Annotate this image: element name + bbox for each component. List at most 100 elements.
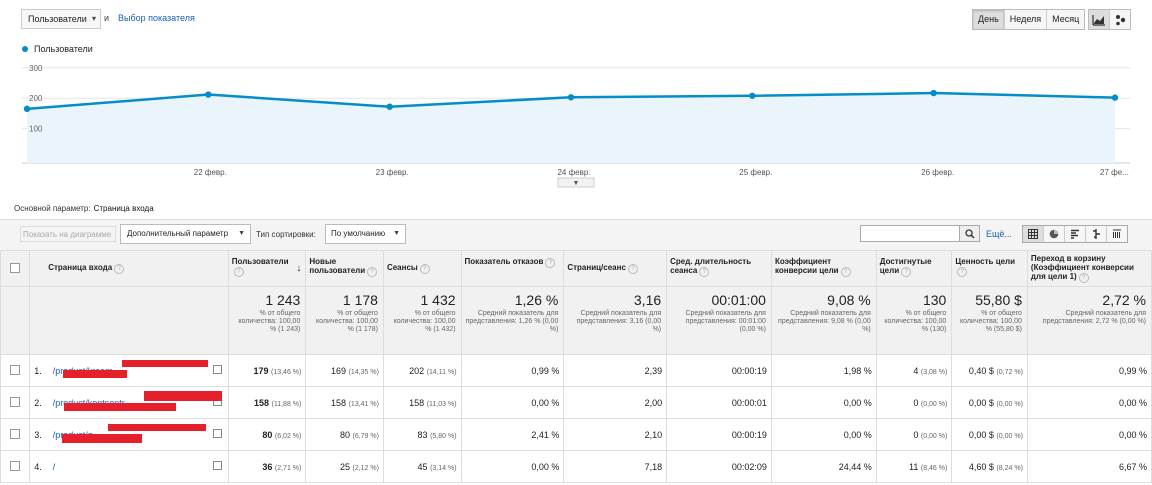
report-table: Страница входа? Пользователи ↓? Новые пол… [0,250,1152,483]
metric-select[interactable]: Пользователи ▾ [21,9,101,29]
new-users-cell: 158 (13,41 %) [305,386,384,419]
help-icon[interactable]: ? [699,267,710,277]
table-row[interactable]: 1. /product/kream 179 (13,46 %) 169 (14,… [0,354,1152,387]
x-tick-label: 25 февр. [739,168,772,177]
col-header-goal-value[interactable]: Ценность цели? [951,250,1028,287]
conversion-rate-value: 0,00 % [843,397,872,408]
help-icon[interactable]: ? [840,267,851,277]
plot-rows-button[interactable]: Показать на диаграмме [20,226,116,242]
data-point[interactable] [205,91,212,98]
data-point[interactable] [386,103,393,110]
select-all-checkbox[interactable] [10,262,21,273]
row-select-cell[interactable] [0,354,31,387]
col-header-goal-completions[interactable]: Достигнутые цели? [875,250,953,287]
goal-value-pct: (0,00 %) [996,400,1023,408]
select-all-cell[interactable] [0,250,31,287]
row-checkbox[interactable] [10,428,21,439]
table-row[interactable]: 4. / 36 (2,71 %) 25 (2,12 %) 45 (3,14 %)… [0,450,1152,483]
goals-pct: (3,08 %) [920,368,948,376]
help-icon[interactable]: ? [419,264,430,274]
secondary-dimension-select[interactable]: Дополнительный параметр ▼ [120,224,251,244]
table-row[interactable]: 2. /product/kontsentr 158 (11,88 %) 158 … [0,386,1152,419]
comparison-view-icon[interactable] [1086,226,1107,242]
chart-collapse-handle[interactable] [557,177,595,188]
motion-chart-icon[interactable] [1110,10,1130,29]
performance-view-icon[interactable] [1065,226,1086,242]
primary-dimension-value[interactable]: Страница входа [93,204,154,213]
landing-page-cell: 4. / [29,450,229,483]
table-search-input[interactable] [860,225,960,242]
landing-page-link[interactable]: / [52,461,56,472]
x-tick-labels: 22 февр. 23 февр. 24 февр. 25 февр. 26 февр.… [194,168,1129,177]
total-subtext: % от общего количества: 100,00 % (55,80 … [959,310,1022,333]
help-icon[interactable]: ? [627,264,638,274]
help-icon[interactable]: ? [545,258,556,268]
search-button[interactable] [960,225,980,242]
sort-type-select[interactable]: По умолчанию ▼ [325,224,406,244]
new-users-pct: (14,35 %) [348,368,379,376]
data-point[interactable] [749,92,756,99]
row-checkbox[interactable] [10,460,21,471]
data-view-icon[interactable] [1023,226,1044,242]
col-header-sessions[interactable]: Сеансы? [382,250,462,287]
external-link-icon[interactable] [212,461,222,470]
choose-metric-link[interactable]: Выбор показателя [118,13,195,23]
conversion-rate-cell: 24,44 % [770,450,877,483]
total-cell: 130 % от общего количества: 100,00 % (130… [875,286,953,355]
col-header-new-users[interactable]: Новые пользователи? [305,250,384,287]
help-icon[interactable]: ? [1078,273,1089,283]
col-header-label: Сеансы [386,263,418,272]
sessions-value: 202 [409,365,425,376]
pivot-view-icon[interactable] [1107,226,1127,242]
period-day-button[interactable]: День [973,10,1005,29]
row-checkbox[interactable] [10,364,21,375]
new-users-pct: (13,41 %) [348,400,379,408]
pages-per-session-value: 2,10 [644,429,663,440]
period-week-button[interactable]: Неделя [1004,10,1048,29]
goal-value-pct: (0,00 %) [996,432,1023,440]
data-point[interactable] [930,89,937,97]
cart-conversion-cell: 0,00 % [1026,418,1152,451]
help-icon[interactable]: ? [957,267,968,277]
help-icon[interactable]: ? [114,264,125,274]
table-toolbar: Показать на диаграмме Дополнительный пар… [0,219,1152,250]
external-link-icon[interactable] [212,365,222,374]
pie-view-icon[interactable] [1044,226,1065,242]
line-chart-icon[interactable] [1089,10,1110,29]
col-header-pages-per-session[interactable]: Страниц/сеанс? [563,250,668,287]
conversion-rate-cell: 0,00 % [770,418,877,451]
row-checkbox[interactable] [10,396,21,407]
col-header-label: Переход в корзину (Коэффициент конверсии… [1030,254,1134,281]
goal-value-cell: 0,00 $ (0,00 %) [951,386,1028,419]
col-header-avg-session-duration[interactable]: Сред. длительность сеанса? [666,250,772,287]
total-value: 1 243 [265,292,301,308]
col-header-users[interactable]: Пользователи ↓? [227,250,307,287]
help-icon[interactable]: ? [901,267,912,277]
metric-select-label: Пользователи [28,14,87,24]
chevron-down-icon: ▼ [393,230,400,237]
row-select-cell[interactable] [0,418,31,451]
col-header-bounce-rate[interactable]: Показатель отказов? [460,250,565,287]
data-point[interactable] [1111,94,1119,101]
sessions-pct: (5,80 %) [430,432,457,440]
col-header-cart-conversion[interactable]: Переход в корзину (Коэффициент конверсии… [1026,250,1152,287]
period-month-button[interactable]: Месяц [1047,10,1085,29]
more-link[interactable]: Ещё... [986,229,1012,239]
help-icon[interactable]: ? [367,267,378,277]
table-view-selector [1022,225,1128,243]
total-value: 130 [922,292,947,308]
landing-page-link[interactable]: /product/kontsentr [53,398,125,408]
secondary-dimension-label: Дополнительный параметр [127,229,229,238]
col-header-landing-page[interactable]: Страница входа? [29,250,229,287]
row-select-cell[interactable] [0,450,31,483]
pages-per-session-value: 2,39 [644,365,663,376]
external-link-icon[interactable] [212,429,222,438]
help-icon[interactable]: ? [233,267,244,277]
new-users-value: 158 [331,397,347,408]
data-point[interactable] [23,105,31,113]
total-cell: 3,16 Средний показатель для представления… [563,286,668,355]
data-point[interactable] [567,94,575,101]
col-header-goal-conversion-rate[interactable]: Коэффициент конверсии цели? [770,250,877,287]
row-select-cell[interactable] [0,386,31,419]
table-row[interactable]: 3. /product/g 80 (6,02 %) 80 (6,79 %) 83… [0,418,1152,451]
